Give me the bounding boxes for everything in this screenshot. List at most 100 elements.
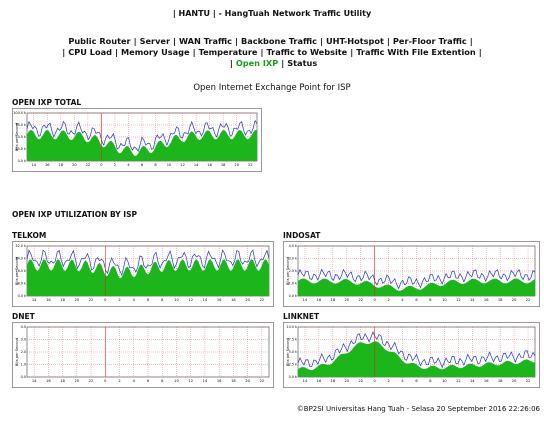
x-tick-label: 10	[442, 379, 447, 383]
y-tick-label: 3.0	[21, 338, 26, 342]
traffic-in-area	[27, 259, 269, 296]
x-tick-label: 14	[303, 298, 308, 302]
nav-line: | Open IXP | Status	[0, 58, 544, 69]
nav-line: | CPU Load | Memory Usage | Temperature | Traff…	[0, 47, 544, 58]
nav-link[interactable]: Backbone Traffic	[240, 36, 317, 46]
x-tick-label: 12	[188, 298, 193, 302]
x-tick-label: 12	[456, 379, 461, 383]
x-tick-label: 14	[32, 379, 37, 383]
x-tick-label: 20	[234, 163, 239, 167]
x-tick-label: 20	[245, 379, 250, 383]
x-tick-label: 14	[31, 163, 36, 167]
x-tick-label: 10	[174, 379, 179, 383]
nav-link[interactable]: Per-Floor Traffic	[392, 36, 467, 46]
nav-link[interactable]: Temperature	[198, 47, 258, 57]
x-tick-label: 22	[358, 379, 363, 383]
y-axis-label: Bits per Second	[286, 338, 290, 366]
y-tick-label: 3.0 k	[289, 257, 297, 261]
x-tick-label: 4	[133, 379, 136, 383]
x-tick-label: 4	[401, 379, 404, 383]
nav-separator: |	[229, 58, 233, 68]
x-tick-label: 16	[317, 379, 322, 383]
y-tick-label: 2.0 k	[289, 269, 297, 273]
x-tick-label: 2	[118, 298, 120, 302]
nav-separator: |	[281, 58, 285, 68]
nav-link[interactable]: UHT-Hotspot	[325, 36, 384, 46]
y-tick-label: 2.5 k	[289, 363, 297, 367]
y-tick-label: 1.0 k	[289, 282, 297, 286]
nav-link[interactable]: WAN Traffic	[179, 36, 232, 46]
x-tick-label: 14	[194, 163, 199, 167]
x-tick-label: 16	[45, 163, 50, 167]
y-axis-label: Bits per Second	[15, 123, 19, 151]
traffic-out-line	[26, 119, 258, 153]
y-tick-label: 10.0 k	[286, 325, 297, 329]
y-tick-label: 75.0 k	[15, 123, 26, 127]
x-tick-label: 4	[133, 298, 136, 302]
y-tick-label: 24.0 k	[15, 257, 26, 261]
x-tick-label: 22	[89, 298, 94, 302]
nav-separator: |	[234, 36, 238, 46]
x-tick-label: 18	[59, 163, 64, 167]
x-tick-label: 18	[221, 163, 226, 167]
graph-title: TELKOM	[12, 231, 47, 240]
page-header: | HANTU | - HangTuah Network Traffic Uti…	[172, 9, 372, 18]
nav-separator: |	[115, 47, 119, 57]
nav-link[interactable]: Open IXP	[235, 58, 279, 68]
graph: 4.0 k 3.0 k 2.0 k 1.0 k 0.0 k 14 16 18 20 22 0 2 4 6 8…	[283, 241, 540, 307]
y-tick-label: 25.0 k	[15, 147, 26, 151]
nav-link[interactable]: CPU Load	[68, 47, 113, 57]
nav-menu: Public Router | Server | WAN Traffic | Backbon…	[0, 36, 544, 69]
nav-link[interactable]: Traffic to Website	[266, 47, 348, 57]
x-tick-label: 6	[415, 379, 418, 383]
nav-separator: |	[260, 47, 264, 57]
x-tick-label: 22	[248, 163, 253, 167]
traffic-in-area	[27, 129, 257, 161]
nav-link[interactable]: Status	[287, 58, 318, 68]
nav-link[interactable]: Public Router	[68, 36, 131, 46]
x-tick-label: 6	[147, 298, 150, 302]
x-tick-label: 0	[100, 163, 103, 167]
x-tick-label: 22	[89, 379, 94, 383]
x-tick-label: 10	[167, 163, 172, 167]
x-tick-label: 10	[174, 298, 179, 302]
x-tick-label: 16	[317, 298, 322, 302]
x-tick-label: 20	[345, 379, 350, 383]
y-tick-label: 100.0 k	[13, 111, 26, 115]
x-tick-label: 2	[114, 163, 116, 167]
x-tick-label: 16	[217, 298, 222, 302]
graph-title: INDOSAT	[283, 231, 321, 240]
y-tick-label: 0.0 k	[18, 294, 26, 298]
y-tick-label: 4.0	[21, 325, 26, 329]
x-tick-label: 18	[331, 298, 336, 302]
nav-link[interactable]: Traffic With File Extention	[356, 47, 476, 57]
x-tick-label: 14	[203, 298, 208, 302]
x-tick-label: 18	[331, 379, 336, 383]
x-tick-label: 18	[231, 298, 236, 302]
traffic-out-line	[26, 249, 270, 277]
x-tick-label: 22	[260, 379, 265, 383]
x-tick-label: 20	[512, 298, 517, 302]
x-tick-label: 18	[498, 298, 503, 302]
x-tick-label: 8	[161, 298, 164, 302]
graph: 32.0 k24.0 k16.0 k8.0 k0.0 k14 16 18 20 22 0 2…	[12, 241, 274, 307]
nav-separator: |	[350, 47, 354, 57]
x-tick-label: 20	[345, 298, 350, 302]
x-tick-label: 18	[231, 379, 236, 383]
nav-separator: |	[478, 47, 482, 57]
traffic-in-area	[298, 341, 535, 377]
x-tick-label: 8	[154, 163, 157, 167]
x-tick-label: 6	[141, 163, 144, 167]
x-tick-label: 16	[484, 379, 489, 383]
nav-link[interactable]: Server	[139, 36, 171, 46]
y-axis-label: Bits per Second	[15, 338, 19, 366]
y-tick-label: 16.0 k	[15, 269, 26, 273]
y-tick-label: 5.0 k	[289, 350, 297, 354]
x-tick-label: 16	[207, 163, 212, 167]
x-tick-label: 16	[46, 298, 51, 302]
y-tick-label: 32.0 k	[15, 244, 26, 248]
x-tick-label: 10	[442, 298, 447, 302]
x-tick-label: 6	[147, 379, 150, 383]
x-tick-label: 22	[86, 163, 91, 167]
nav-link[interactable]: Memory Usage	[121, 47, 190, 57]
